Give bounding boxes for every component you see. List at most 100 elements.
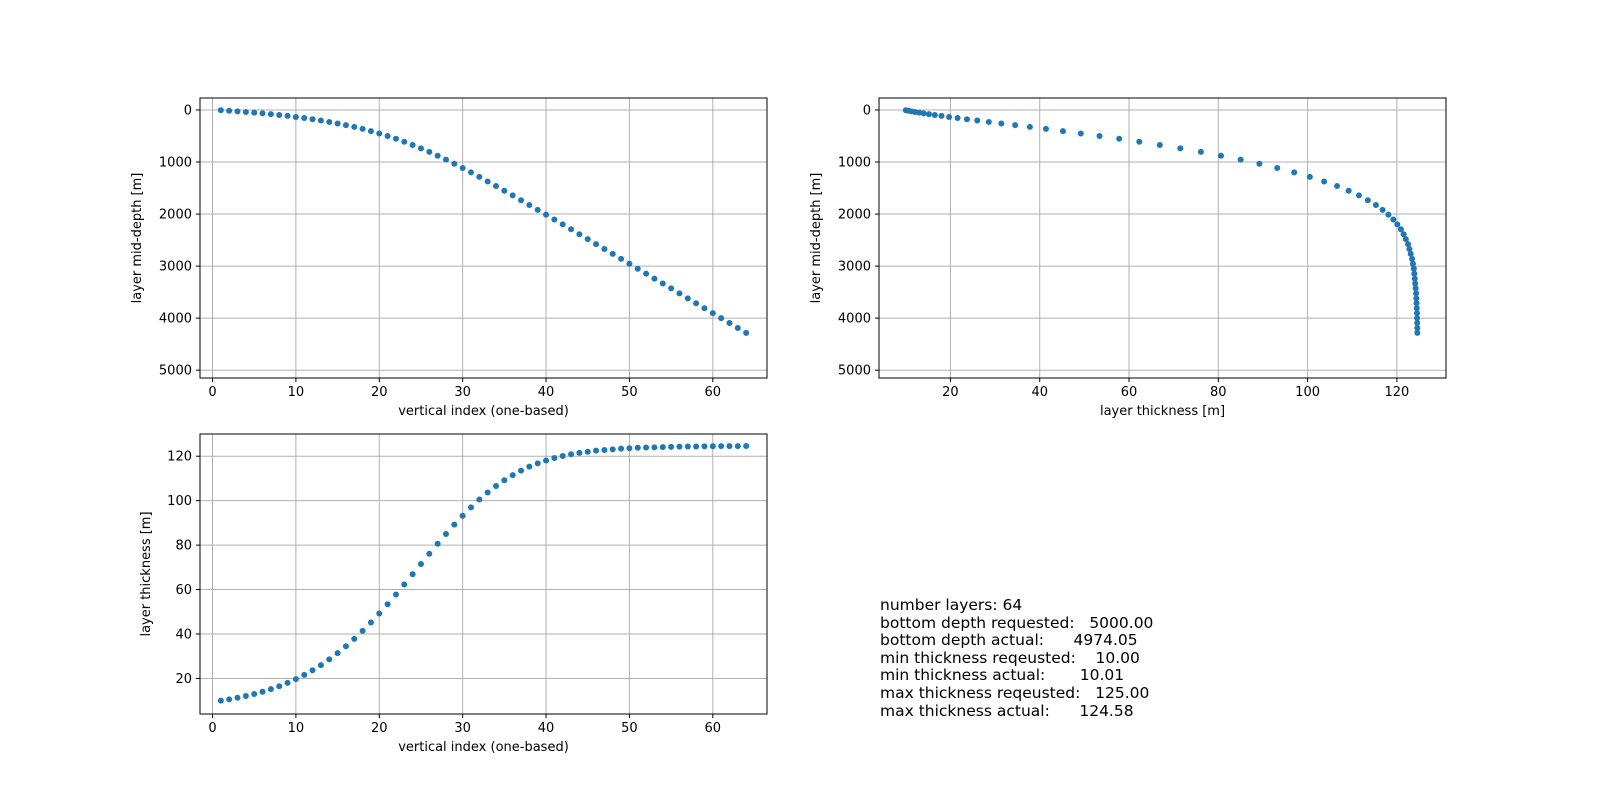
data-point	[1012, 122, 1019, 129]
y-tick-label: 20	[175, 672, 192, 687]
y-tick-label: 3000	[159, 260, 192, 275]
y-axis-label: layer mid-depth [m]	[130, 173, 145, 304]
data-point	[401, 581, 408, 588]
data-point	[1414, 324, 1421, 331]
data-point	[601, 447, 608, 453]
data-point	[1410, 265, 1417, 272]
summary-text: number layers: 64 bottom depth requested…	[880, 596, 1153, 720]
y-axis-label: layer thickness [m]	[139, 511, 154, 636]
data-point	[409, 571, 416, 578]
data-point	[1197, 148, 1204, 155]
y-tick-label: 2000	[838, 208, 871, 223]
x-tick-label: 0	[208, 721, 216, 736]
data-point	[1409, 260, 1416, 267]
data-point	[242, 109, 249, 115]
data-point	[434, 152, 441, 159]
x-tick-label: 60	[705, 721, 722, 736]
data-point	[726, 443, 733, 450]
data-point	[684, 295, 691, 302]
data-point	[1409, 255, 1416, 262]
data-point	[926, 111, 933, 118]
data-point	[543, 211, 550, 218]
data-point	[584, 448, 591, 455]
y-tick-label: 5000	[159, 364, 192, 379]
data-point	[259, 110, 266, 117]
data-point	[1406, 245, 1413, 252]
x-tick-label: 100	[1295, 385, 1320, 400]
y-tick-label: 60	[175, 583, 192, 598]
axes-frame	[199, 433, 768, 715]
y-tick-label: 4000	[838, 312, 871, 327]
data-point	[1372, 202, 1379, 209]
data-point	[534, 460, 541, 467]
axes-frame	[199, 97, 768, 379]
data-point	[985, 118, 992, 125]
data-point	[326, 118, 333, 125]
data-point	[916, 109, 923, 116]
data-point	[426, 148, 433, 155]
x-axis-label: vertical index (one-based)	[398, 740, 569, 755]
data-point	[1394, 221, 1401, 228]
data-point	[734, 324, 741, 331]
axes-frame	[878, 97, 1447, 379]
data-point	[509, 472, 516, 479]
data-point	[376, 130, 383, 137]
data-point	[259, 688, 266, 695]
data-point	[476, 173, 483, 180]
data-point	[451, 160, 458, 167]
summary-line-min-requested: min thickness reqeusted: 10.00	[880, 648, 1140, 667]
data-point	[938, 112, 945, 119]
data-point	[459, 165, 466, 172]
data-point	[434, 540, 441, 547]
y-tick-label: 4000	[159, 312, 192, 327]
data-point	[284, 679, 291, 686]
data-point	[384, 132, 391, 139]
data-point	[226, 696, 233, 703]
data-point	[292, 113, 299, 120]
x-tick-label: 60	[1121, 385, 1138, 400]
data-point	[551, 216, 558, 223]
data-point	[718, 443, 725, 450]
data-point	[1042, 125, 1049, 132]
y-tick-label: 40	[175, 628, 192, 643]
data-point	[326, 656, 333, 663]
x-tick-label: 80	[1210, 385, 1227, 400]
x-tick-label: 50	[621, 385, 638, 400]
data-point	[734, 443, 741, 450]
data-point	[317, 117, 324, 124]
data-point	[1237, 156, 1244, 163]
data-point	[284, 112, 291, 119]
plot-depth-vs-thickness: 20 40 60 80 100 120 0 1000 2000 3000 4000 5000 layer…	[809, 97, 1447, 419]
data-point	[1411, 275, 1418, 282]
data-point	[618, 255, 625, 262]
data-point	[701, 305, 708, 312]
data-point	[1411, 270, 1418, 277]
data-point	[726, 320, 733, 327]
y-tick-label: 100	[167, 494, 192, 509]
data-point	[359, 125, 366, 132]
data-point	[1407, 250, 1414, 257]
data-point	[1306, 173, 1313, 180]
data-point	[1077, 130, 1084, 137]
data-point	[651, 275, 658, 282]
data-point	[618, 445, 625, 452]
data-point	[442, 531, 449, 537]
data-point	[693, 443, 700, 450]
data-point	[576, 231, 583, 238]
data-point	[359, 627, 366, 634]
data-point	[1059, 128, 1066, 135]
data-point	[251, 109, 258, 116]
data-point	[1256, 160, 1263, 167]
y-tick-label: 1000	[159, 156, 192, 171]
x-tick-label: 20	[942, 385, 959, 400]
data-point	[1217, 152, 1224, 159]
y-axis-label: layer mid-depth [m]	[809, 173, 824, 304]
data-point	[659, 444, 666, 451]
x-tick-label: 30	[454, 721, 471, 736]
data-point	[643, 270, 650, 277]
summary-line-bottom-actual: bottom depth actual: 4974.05	[880, 631, 1138, 650]
x-axis-label: layer thickness [m]	[1100, 404, 1225, 419]
data-point	[668, 443, 675, 450]
data-point	[401, 138, 408, 145]
x-tick-label: 10	[288, 721, 305, 736]
